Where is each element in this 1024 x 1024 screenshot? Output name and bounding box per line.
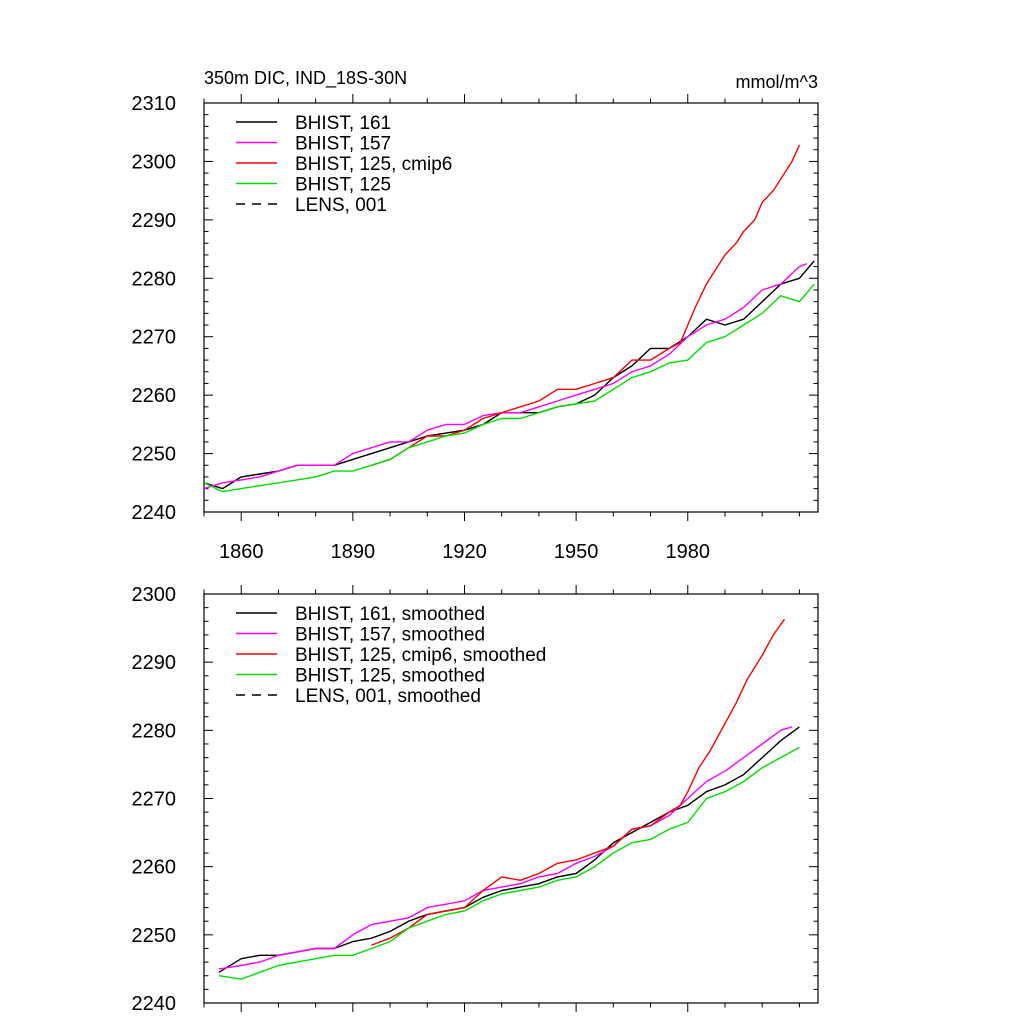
y-tick-label: 2280 xyxy=(132,720,177,742)
x-tick-label: 1890 xyxy=(331,541,376,563)
y-tick-label: 2260 xyxy=(132,857,177,879)
x-tick-label: 1950 xyxy=(554,541,599,563)
raw-timeseries-panel: 2240 2250 2260 2270 2280 2290 2300 2310 1860 1890… xyxy=(132,93,819,563)
y-tick-label: 2310 xyxy=(132,93,177,115)
y-tick-label: 2240 xyxy=(132,502,177,524)
y-tick-label: 2300 xyxy=(132,584,177,606)
x-tick-label: 1920 xyxy=(442,541,487,563)
legend-label: BHIST, 125, cmip6 xyxy=(295,154,452,175)
series-line xyxy=(218,726,800,973)
legend-label: LENS, 001 xyxy=(295,195,387,216)
y-tick-label: 2290 xyxy=(132,652,177,674)
units-label: mmol/m^3 xyxy=(736,72,818,92)
legend-label: BHIST, 161, smoothed xyxy=(295,604,485,625)
y-tick-label: 2290 xyxy=(132,210,177,232)
y-tick-label: 2250 xyxy=(132,925,177,947)
y-tick-label: 2270 xyxy=(132,789,177,811)
series-line xyxy=(371,144,801,466)
x-tick-label: 1980 xyxy=(666,541,711,563)
series-line xyxy=(218,746,800,980)
y-tick-label: 2280 xyxy=(132,268,177,290)
series-line xyxy=(203,283,815,493)
y-tick-label: 2240 xyxy=(132,993,177,1015)
legend-label: BHIST, 125 xyxy=(295,175,391,196)
y-tick-label: 2270 xyxy=(132,327,177,349)
legend-label: LENS, 001, smoothed xyxy=(295,686,481,707)
legend-label: BHIST, 125, cmip6, smoothed xyxy=(295,645,546,666)
chart-title: 350m DIC, IND_18S-30N xyxy=(204,68,407,89)
series-line xyxy=(218,726,793,970)
y-tick-label: 2250 xyxy=(132,444,177,466)
legend-label: BHIST, 157, smoothed xyxy=(295,625,485,646)
x-tick-label: 1860 xyxy=(219,541,264,563)
y-tick-label: 2260 xyxy=(132,385,177,407)
series-line xyxy=(371,618,786,946)
legend-label: BHIST, 157 xyxy=(295,134,391,155)
smoothed-timeseries-panel: 2240 2250 2260 2270 2280 2290 2300 BHIST, 161, … xyxy=(132,584,819,1015)
legend-label: BHIST, 161 xyxy=(295,113,391,134)
series-line xyxy=(203,260,815,490)
y-tick-label: 2300 xyxy=(132,151,177,173)
series-line xyxy=(203,263,808,490)
plot-frame xyxy=(203,102,819,513)
legend-label: BHIST, 125, smoothed xyxy=(295,666,485,687)
